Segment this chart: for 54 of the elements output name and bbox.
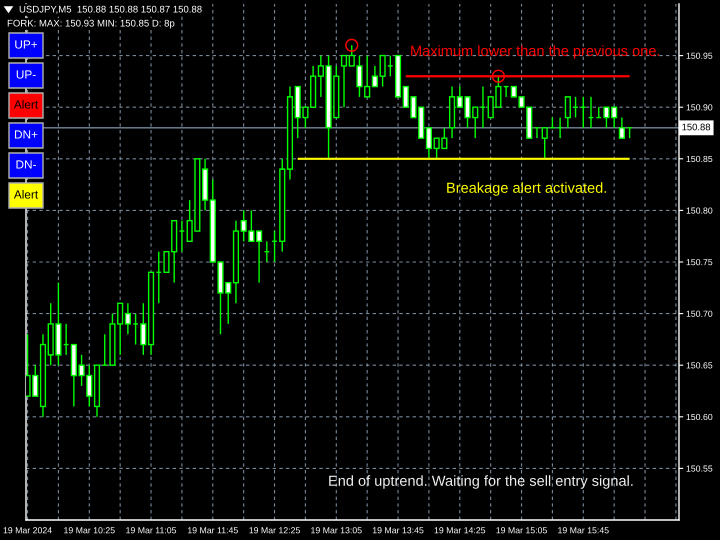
annotation: Breakage alert activated. [447,182,606,196]
candlestick [271,230,278,263]
annotation: UP- [16,70,36,79]
candlestick [542,127,548,160]
x-tick-label: 19 Mar 14:25 [434,527,486,534]
candlestick [572,96,579,118]
candlestick [557,116,564,139]
candlestick [596,106,602,118]
x-tick-label: 19 Mar 15:45 [558,527,609,534]
candlestick [178,220,186,252]
candlestick [387,54,394,77]
annotation: Maximum lower than the previous one. [411,45,660,59]
candlestick [132,312,139,346]
candlestick [156,250,162,304]
y-tick-label: 150.80 [686,207,712,214]
x-tick-label: 19 Mar 12:25 [249,527,300,534]
candlestick [441,127,448,150]
ref-line-label: 150.88 [682,124,710,130]
y-tick-label: 150.65 [686,362,712,368]
x-tick-label: 19 Mar 2024 [4,527,52,534]
y-tick-label: 150.85 [686,156,712,162]
annotation: Alert [14,100,38,109]
y-tick-label: 150.95 [686,52,712,59]
x-tick-label: 19 Mar 13:45 [372,527,424,534]
candlestick [618,116,625,139]
candlestick [186,199,193,242]
x-tick-label: 19 Mar 11:45 [188,527,238,534]
candlestick [580,96,586,129]
annotation: DN- [16,160,36,169]
candlestick [626,127,633,139]
y-tick-label: 150.90 [686,104,712,110]
x-tick-label: 19 Mar 15:05 [496,527,547,534]
annotation: Alert [14,190,38,199]
x-tick-label: 19 Mar 10:25 [64,527,115,534]
annotation: UP+ [15,40,38,49]
candlestick [102,334,108,366]
y-tick-label: 150.60 [686,414,712,420]
candlestick [63,323,70,356]
chart-title: USDJPY,M5 150.88 150.88 150.87 150.88 [20,6,202,14]
y-tick-label: 150.75 [686,259,712,266]
text: FORK: MAX: 150.93 MIN: 150.85 D: 8p [8,20,174,28]
candlestick [534,127,540,139]
annotation: DN+ [14,130,38,139]
x-tick-label: 19 Mar 11:05 [126,527,176,534]
candlestick [549,116,556,129]
candlestick [564,96,571,129]
y-tick-label: 150.70 [686,310,712,317]
x-tick-label: 19 Mar 13:05 [311,527,362,534]
annotation: End of uptrend. Waiting for the sell entry signal. [329,475,633,489]
candlestick [503,86,510,98]
y-tick-label: 150.55 [686,465,712,472]
candlestick [588,96,594,129]
candlestick [264,240,270,263]
candlestick [480,86,486,129]
